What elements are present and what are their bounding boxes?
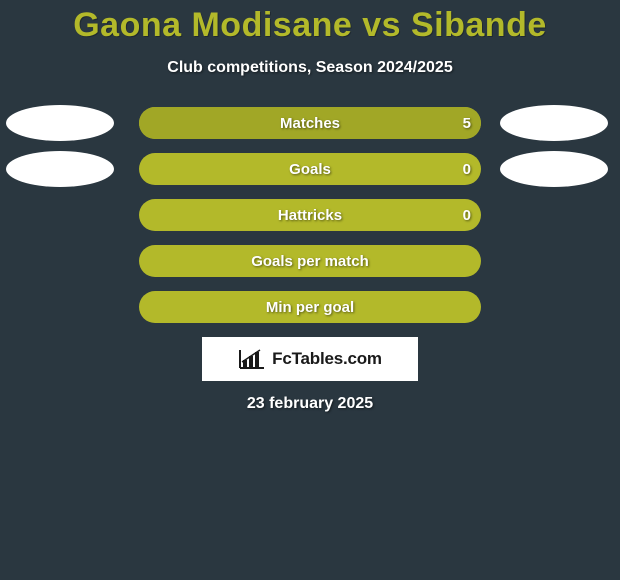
stat-label: Hattricks [278,207,342,224]
stat-row: Hattricks 0 [0,199,620,231]
stat-bar: Goals per match [139,245,481,277]
comparison-rows: Matches 5 Goals 0 Hattricks 0 Goals per match M… [0,107,620,323]
stat-label: Matches [280,115,340,132]
logo-text: FcTables.com [272,349,382,369]
stat-bar: Goals 0 [139,153,481,185]
player-avatar-left [6,151,114,187]
player-avatar-right [500,105,608,141]
page-title: Gaona Modisane vs Sibande [0,0,620,45]
stat-value-right: 0 [463,199,471,231]
stat-bar: Min per goal [139,291,481,323]
date-label: 23 february 2025 [0,395,620,413]
stat-label: Goals [289,161,331,178]
page-subtitle: Club competitions, Season 2024/2025 [0,59,620,77]
stat-value-right: 0 [463,153,471,185]
stat-row: Min per goal [0,291,620,323]
stat-bar: Hattricks 0 [139,199,481,231]
stat-row: Goals per match [0,245,620,277]
stat-label: Goals per match [251,253,369,270]
stat-label: Min per goal [266,299,354,316]
player-avatar-left [6,105,114,141]
bar-chart-icon [238,348,266,370]
stat-value-right: 5 [463,107,471,139]
logo-box: FcTables.com [202,337,418,381]
stat-bar: Matches 5 [139,107,481,139]
player-avatar-right [500,151,608,187]
